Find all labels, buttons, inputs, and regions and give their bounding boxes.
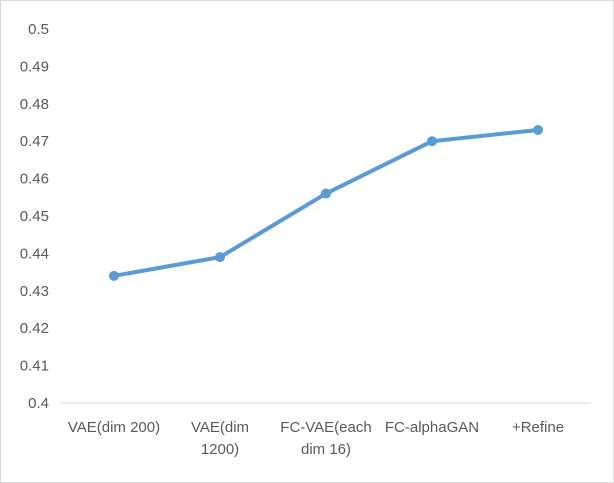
x-tick-label-line: +Refine — [512, 419, 564, 436]
y-tick-label: 0.44 — [20, 245, 49, 262]
x-tick-label-line: FC-VAE(each — [280, 419, 371, 436]
y-tick-label: 0.48 — [20, 96, 49, 113]
y-tick-label: 0.42 — [20, 320, 49, 337]
x-tick-label-line: VAE(dim — [191, 419, 249, 436]
data-point — [215, 252, 225, 263]
y-tick-label: 0.45 — [20, 208, 49, 225]
x-axis-labels: VAE(dim 200) VAE(dim 1200) FC-VAE(each dim 1… — [68, 419, 564, 458]
x-tick-label-line: dim 16) — [301, 441, 351, 458]
data-point — [533, 124, 543, 135]
y-tick-label: 0.43 — [20, 283, 49, 300]
data-point — [427, 136, 437, 147]
x-tick-label-line: 1200) — [201, 441, 239, 458]
x-tick-label: FC-alphaGAN — [385, 419, 479, 436]
data-points — [109, 124, 543, 281]
y-tick-label: 0.47 — [20, 133, 49, 150]
x-tick-label: FC-VAE(each dim 16) — [280, 419, 371, 458]
y-tick-label: 0.4 — [28, 395, 49, 412]
y-tick-label: 0.49 — [20, 58, 49, 75]
y-tick-label: 0.41 — [20, 358, 49, 375]
data-point — [321, 188, 331, 199]
x-tick-label-line: FC-alphaGAN — [385, 419, 479, 436]
y-axis-ticks: 0.4 0.41 0.42 0.43 0.44 0.45 0.46 0.47 0.48 0.49 0… — [20, 21, 49, 412]
x-tick-label: VAE(dim 1200) — [191, 419, 249, 458]
x-tick-label: +Refine — [512, 419, 564, 436]
x-tick-label-line: VAE(dim 200) — [68, 419, 160, 436]
x-tick-label: VAE(dim 200) — [68, 419, 160, 436]
y-tick-label: 0.46 — [20, 171, 49, 188]
y-tick-label: 0.5 — [28, 21, 49, 38]
series-line — [112, 127, 540, 278]
data-point — [109, 270, 119, 281]
